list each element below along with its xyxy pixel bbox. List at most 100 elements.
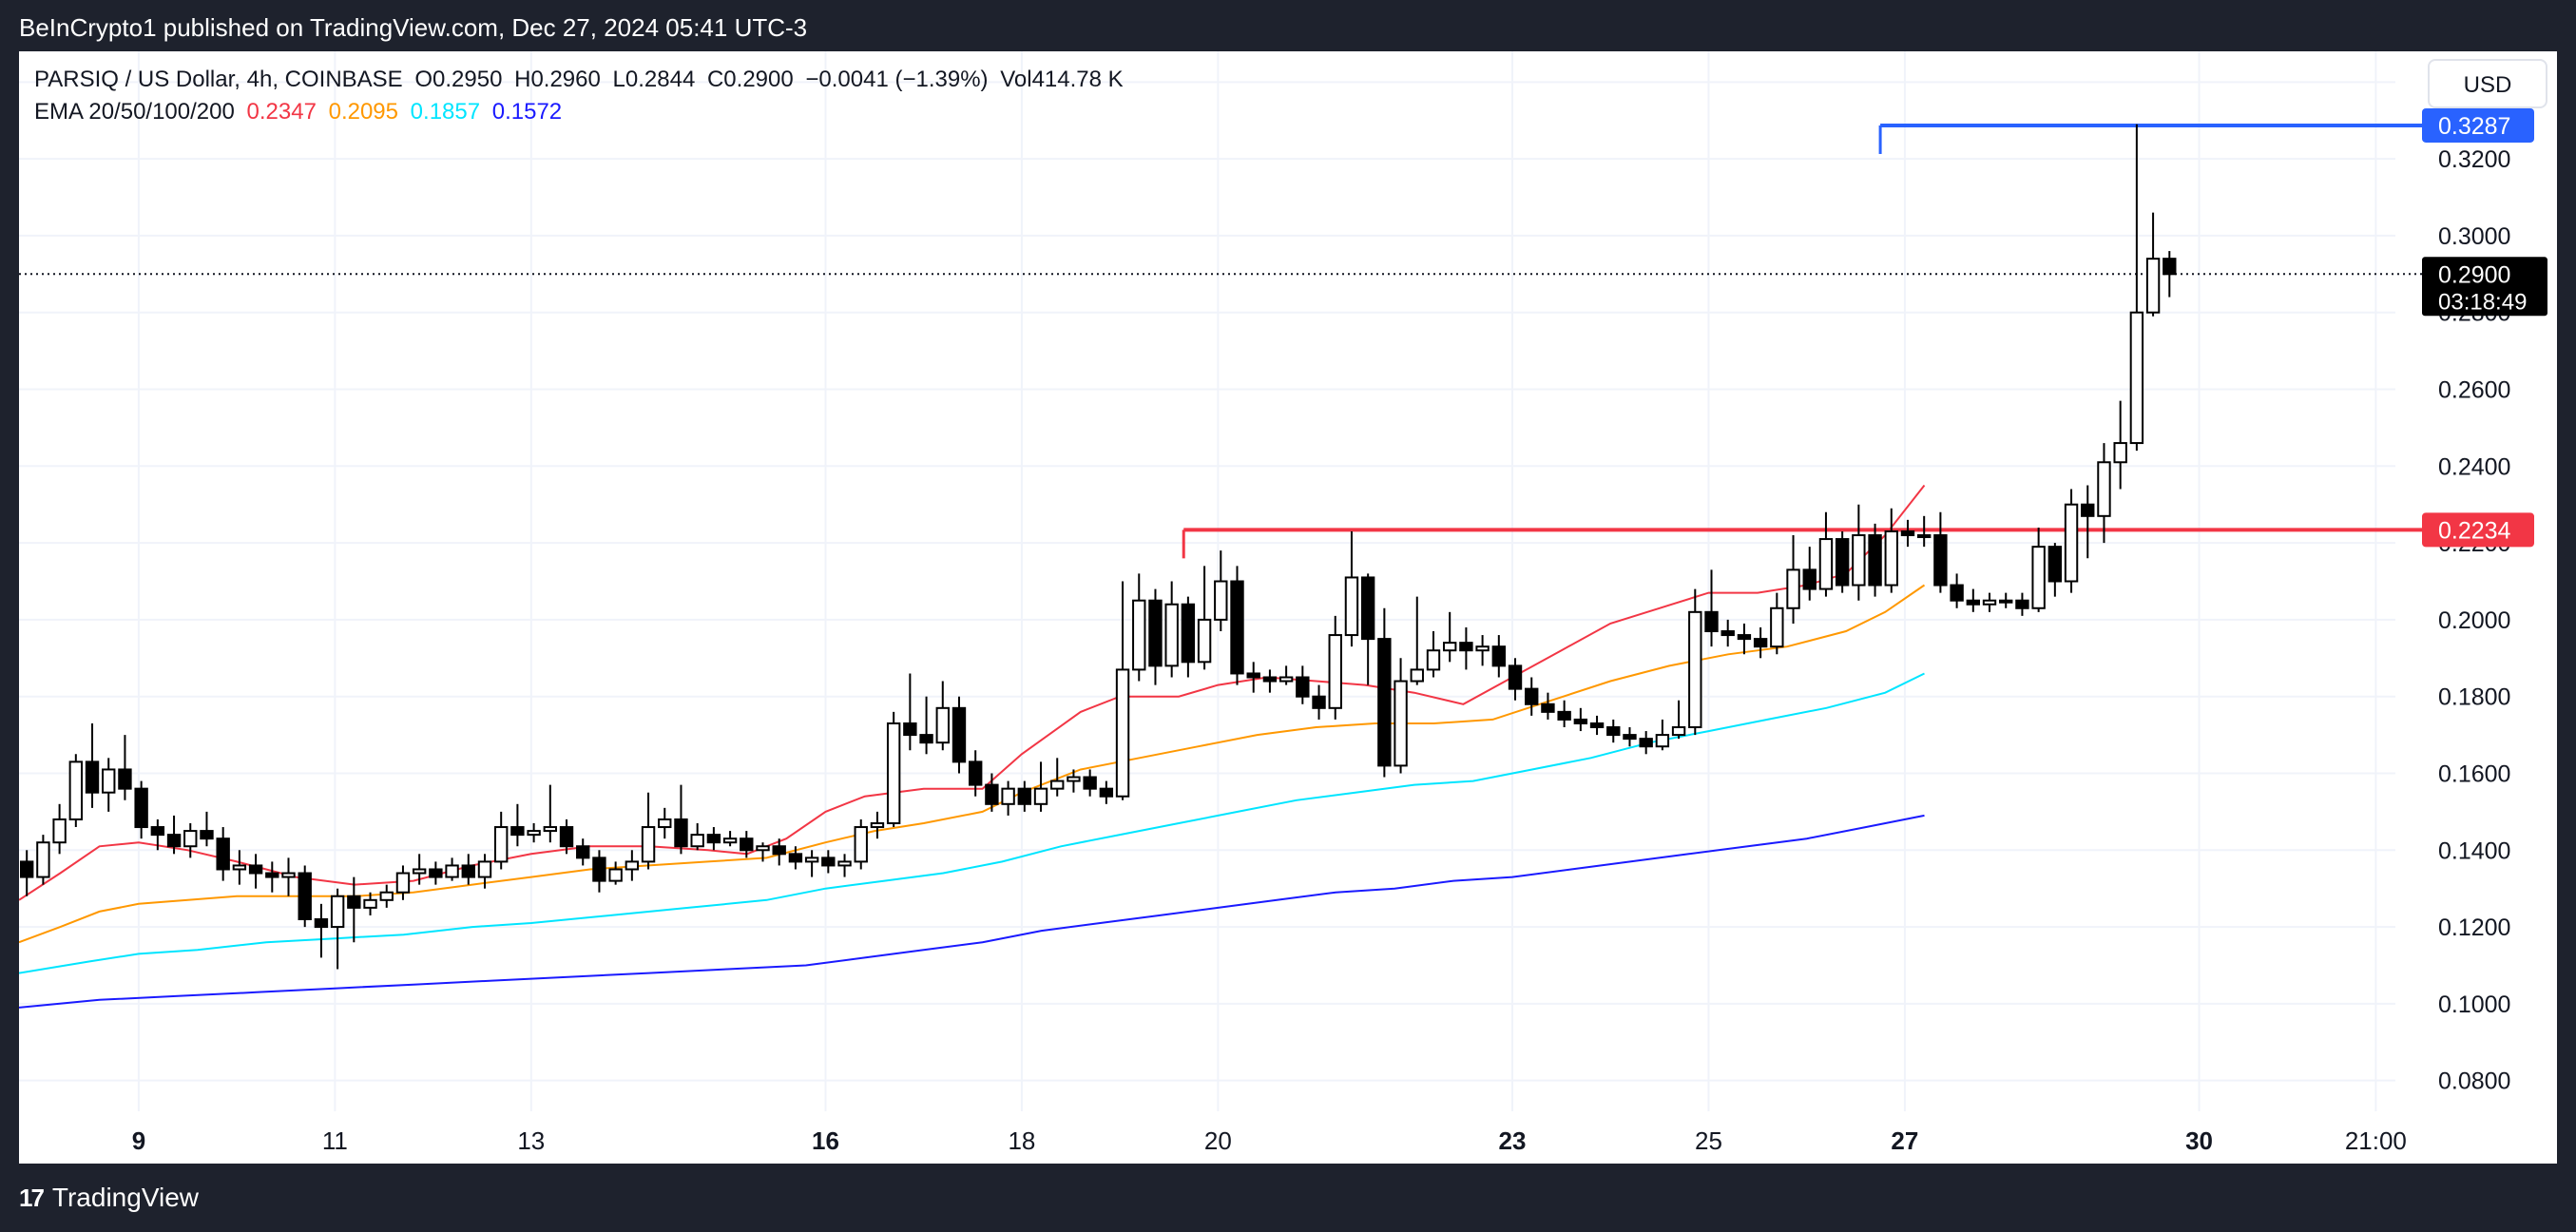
candle-down	[559, 826, 574, 848]
price-change: −0.0041 (−1.39%)	[805, 67, 989, 92]
tradingview-logo-icon[interactable]: 17	[19, 1183, 45, 1212]
candle-up	[608, 868, 623, 882]
x-tick-label: 25	[1695, 1126, 1722, 1155]
candle-down	[1508, 664, 1523, 690]
candle-down	[150, 826, 165, 837]
candle-up	[1197, 618, 1212, 664]
resistance-price-label: 0.3287	[2438, 113, 2510, 140]
ema-label[interactable]: EMA 20/50/100/200	[34, 99, 235, 125]
price-chart[interactable]: 0.0800 0.1000 0.1200 0.1400 0.1600 0.1800 0.20…	[19, 51, 2557, 1164]
candle-down	[1148, 599, 1163, 667]
countdown-label: 03:18:49	[2438, 289, 2527, 315]
candle-up	[543, 826, 558, 833]
candle-down	[1377, 638, 1392, 767]
candle-down	[2047, 546, 2063, 583]
candle-down	[1737, 634, 1752, 641]
attribution-header: BeInCrypto1 published on TradingView.com…	[19, 13, 808, 42]
ohlc-high: H0.2960	[514, 67, 601, 92]
candle-up	[1278, 676, 1294, 683]
candle-down	[1753, 638, 1768, 648]
y-tick-label: 0.0800	[2438, 1068, 2510, 1095]
candle-up	[886, 722, 901, 825]
candle-up	[1394, 680, 1408, 767]
candle-down	[1868, 534, 1882, 587]
symbol-name[interactable]: PARSIQ / US Dollar, 4h, COINBASE	[34, 67, 403, 92]
ema-legend: EMA 20/50/100/200 0.2347 0.2095 0.1857 0…	[34, 99, 567, 125]
candle-up	[1132, 599, 1146, 671]
ohlc-close: C0.2900	[706, 67, 794, 92]
candle-up	[68, 760, 84, 820]
y-tick-label: 0.3200	[2438, 146, 2510, 173]
candle-down	[1900, 529, 1915, 537]
candle-up	[2064, 503, 2079, 583]
candle-down	[592, 857, 606, 882]
candle-down	[1525, 687, 1539, 705]
support-price-label: 0.2234	[2438, 517, 2511, 544]
candle-down	[510, 826, 525, 837]
x-tick-label: 23	[1499, 1126, 1527, 1155]
candle-up	[837, 860, 852, 867]
candle-down	[166, 834, 182, 848]
x-tick-label: 16	[812, 1126, 839, 1155]
chart-area[interactable]: 0.0800 0.1000 0.1200 0.1400 0.1600 0.1800 0.20…	[19, 51, 2557, 1164]
candle-up	[1688, 610, 1702, 729]
candle-up	[1655, 734, 1670, 748]
candle-up	[1916, 534, 1932, 539]
ema100-value: 0.1857	[410, 99, 481, 125]
candle-down	[1296, 676, 1310, 698]
candle-up	[641, 826, 656, 863]
footer: 17 TradingView	[19, 1183, 199, 1213]
candle-up	[102, 768, 116, 794]
x-tick-label: 11	[322, 1126, 348, 1155]
candle-down	[1312, 695, 1326, 709]
x-tick-label: 18	[1008, 1126, 1035, 1155]
candle-down	[1966, 599, 1981, 606]
candle-down	[1491, 645, 1507, 667]
candle-up	[870, 822, 885, 829]
candle-up	[1770, 606, 1784, 648]
currency-button[interactable]: USD	[2428, 59, 2547, 108]
candle-up	[1852, 534, 1866, 587]
candle-up	[935, 706, 950, 744]
candle-up	[2113, 442, 2127, 464]
candle-down	[1083, 776, 1097, 790]
candle-up	[1115, 668, 1130, 798]
candle-up	[1999, 599, 2013, 604]
candle-down	[1933, 534, 1948, 587]
candle-down	[1181, 603, 1196, 664]
candle-up	[412, 868, 427, 875]
x-tick-label: 27	[1891, 1126, 1918, 1155]
candle-down	[1606, 726, 1621, 737]
tradingview-brand[interactable]: TradingView	[51, 1183, 200, 1212]
candle-up	[1050, 780, 1065, 790]
candle-up	[756, 845, 770, 852]
candle-up	[1671, 726, 1686, 737]
candle-down	[265, 872, 279, 878]
candle-down	[919, 734, 933, 744]
candle-up	[232, 864, 247, 871]
candle-down	[1541, 703, 1555, 713]
ohlc-open: O0.2950	[414, 67, 503, 92]
x-tick-label: 9	[132, 1126, 145, 1155]
candle-down	[200, 830, 214, 840]
candle-down	[1099, 787, 1114, 798]
candle-up	[1982, 599, 1997, 606]
ema-line-ema200	[19, 814, 1925, 1009]
ema-line-ema50	[19, 584, 1926, 944]
candle-up	[445, 864, 459, 878]
ema-line-ema100	[19, 672, 1925, 974]
candle-up	[379, 891, 394, 901]
candle-up	[52, 818, 67, 844]
candle-up	[477, 860, 492, 878]
candle-down	[1835, 538, 1850, 587]
x-tick-label: 20	[1204, 1126, 1232, 1155]
y-tick-label: 0.1000	[2438, 991, 2510, 1018]
candle-up	[1426, 649, 1441, 671]
candle-up	[2097, 461, 2111, 517]
last-price-label: 0.2900	[2438, 261, 2510, 288]
candle-up	[281, 872, 296, 878]
candle-down	[903, 722, 917, 737]
candle-down	[118, 768, 132, 790]
resistance-price-tag	[2422, 107, 2534, 143]
candle-up	[363, 898, 377, 909]
